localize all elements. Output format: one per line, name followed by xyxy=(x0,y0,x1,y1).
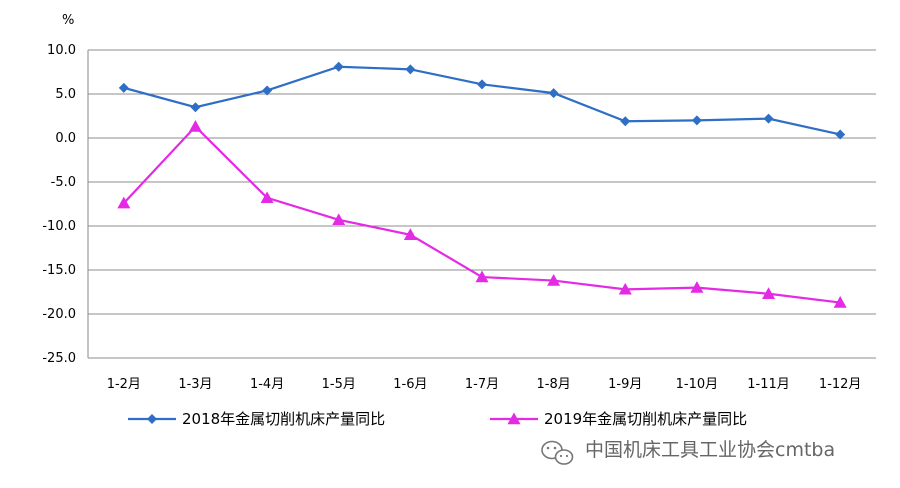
watermark: 中国机床工具工业协会cmtba xyxy=(541,439,835,465)
data-point-2 xyxy=(762,287,776,299)
y-tick-label: -5.0 xyxy=(51,175,76,190)
x-tick-label: 1-8月 xyxy=(537,377,571,392)
data-point-1 xyxy=(333,61,344,72)
y-tick-label: -20.0 xyxy=(42,307,76,322)
y-tick-label: 5.0 xyxy=(55,87,76,102)
x-tick-label: 1-7月 xyxy=(465,377,499,392)
x-tick-label: 1-9月 xyxy=(608,377,642,392)
legend-marker xyxy=(507,412,521,425)
series-group xyxy=(117,61,847,308)
data-point-1 xyxy=(835,129,846,140)
x-tick-label: 1-6月 xyxy=(393,377,427,392)
legend: 2018年金属切削机床产量同比 2019年金属切削机床产量同比 xyxy=(128,410,747,428)
data-point-1 xyxy=(405,64,416,75)
y-axis-ticks: 10.0 5.0 0.0 -5.0 -10.0 -15.0 -20.0 -25.0 xyxy=(42,43,76,366)
data-point-1 xyxy=(190,102,201,113)
x-tick-label: 1-4月 xyxy=(250,377,284,392)
x-tick-label: 1-11月 xyxy=(747,377,790,392)
data-point-1 xyxy=(262,85,273,96)
data-point-1 xyxy=(118,82,129,93)
data-point-2 xyxy=(833,296,847,308)
data-point-2 xyxy=(188,120,202,132)
legend-marker xyxy=(147,414,157,424)
data-point-2 xyxy=(117,196,131,209)
data-point-1 xyxy=(691,115,702,126)
data-point-2 xyxy=(475,270,489,283)
data-point-2 xyxy=(690,281,704,293)
wechat-icon xyxy=(541,440,574,465)
y-tick-label: -10.0 xyxy=(42,219,76,234)
x-tick-label: 1-3月 xyxy=(178,377,212,392)
y-tick-label: 0.0 xyxy=(55,131,76,146)
y-tick-label: -25.0 xyxy=(42,351,76,366)
data-point-1 xyxy=(620,116,631,127)
y-axis-unit-label: % xyxy=(62,13,74,28)
watermark-text: 中国机床工具工业协会cmtba xyxy=(585,439,835,461)
data-point-1 xyxy=(548,88,559,99)
data-point-2 xyxy=(332,213,346,226)
x-tick-label: 1-12月 xyxy=(819,377,862,392)
data-point-2 xyxy=(260,191,274,204)
gridlines xyxy=(88,49,876,359)
y-tick-label: -15.0 xyxy=(42,263,76,278)
series-line-1 xyxy=(123,65,841,136)
data-point-2 xyxy=(403,228,417,240)
x-tick-label: 1-5月 xyxy=(322,377,356,392)
y-tick-label: 10.0 xyxy=(47,43,76,58)
data-point-1 xyxy=(477,79,487,90)
data-point-2 xyxy=(547,274,561,286)
x-tick-label: 1-10月 xyxy=(676,377,719,392)
x-tick-label: 1-2月 xyxy=(107,377,141,392)
x-axis-ticks: 1-2月 1-3月 1-4月 1-5月 1-6月 1-7月 1-8月 1-9月 1-10月 1-1… xyxy=(107,377,862,392)
data-point-2 xyxy=(618,282,632,295)
data-point-1 xyxy=(763,113,774,124)
legend-label: 2018年金属切削机床产量同比 xyxy=(182,410,385,428)
legend-label: 2019年金属切削机床产量同比 xyxy=(544,410,747,428)
